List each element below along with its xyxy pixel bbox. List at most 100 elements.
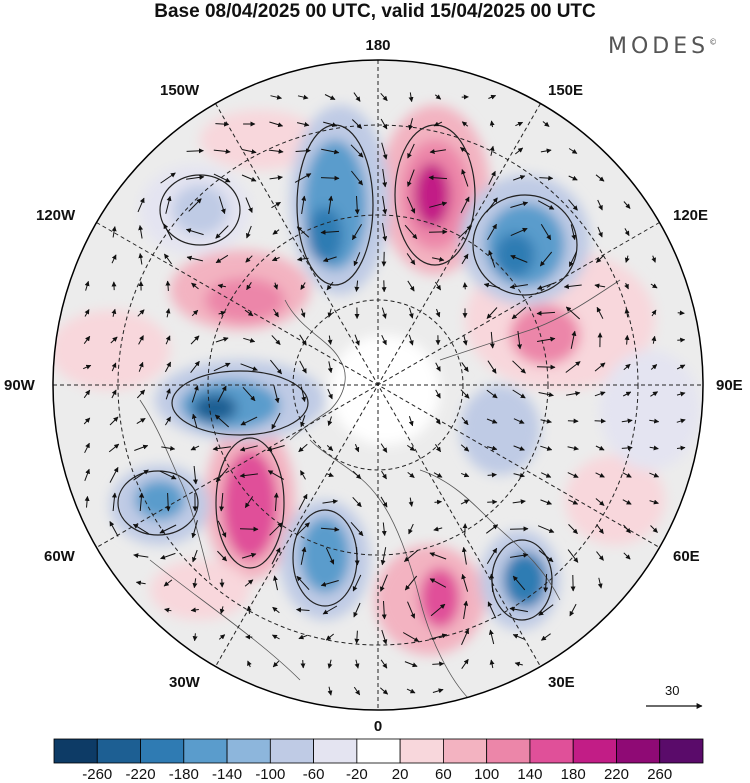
wind-arrow bbox=[489, 331, 495, 349]
wind-arrow bbox=[354, 334, 360, 346]
wind-arrow bbox=[191, 309, 199, 317]
wind-arrow bbox=[461, 121, 469, 127]
wind-arrow bbox=[354, 195, 360, 215]
wind-arrow bbox=[322, 499, 338, 505]
wind-arrow bbox=[536, 364, 556, 370]
wind-arrow bbox=[136, 389, 146, 399]
colorbar-tick-label: -180 bbox=[168, 766, 199, 783]
colorbar-tick-label: -140 bbox=[212, 766, 243, 783]
wind-arrow bbox=[325, 633, 335, 641]
wind-arrow bbox=[192, 633, 198, 642]
wind-arrow bbox=[461, 658, 469, 669]
wind-arrow bbox=[460, 147, 470, 155]
colorbar-swatch bbox=[269, 738, 315, 764]
wind-arrow bbox=[326, 281, 334, 291]
wind-arrow bbox=[300, 415, 306, 428]
wind-arrow bbox=[408, 416, 414, 427]
wind-arrow bbox=[565, 361, 581, 373]
wind-arrow bbox=[270, 359, 282, 375]
lon-label-180: 180 bbox=[365, 37, 391, 54]
wind-arrow bbox=[461, 253, 469, 265]
wind-arrow bbox=[382, 169, 388, 188]
wind-arrow bbox=[514, 147, 524, 155]
wind-arrow bbox=[327, 361, 333, 374]
wind-arrow bbox=[215, 337, 229, 343]
wind-arrow bbox=[380, 92, 388, 102]
wind-arrow bbox=[408, 92, 414, 103]
wind-arrow bbox=[539, 175, 554, 181]
wind-arrow bbox=[321, 148, 340, 155]
map-title: Base 08/04/2025 00 UTC, valid 15/04/2025… bbox=[154, 1, 596, 22]
wind-arrow bbox=[351, 170, 363, 186]
wind-arrow bbox=[458, 225, 472, 239]
wind-arrow bbox=[434, 444, 442, 453]
colorbar-tick-label: -20 bbox=[346, 766, 368, 783]
positive-anomaly bbox=[150, 560, 250, 620]
wind-arrow bbox=[513, 418, 525, 424]
wind-arrow bbox=[192, 549, 198, 563]
wind-arrow bbox=[138, 492, 144, 512]
wind-arrow bbox=[461, 169, 469, 187]
wind-arrow bbox=[595, 174, 605, 182]
wind-arrow bbox=[110, 336, 118, 344]
wind-arrow bbox=[300, 470, 306, 480]
wind-arrow bbox=[213, 362, 231, 372]
wind-arrow bbox=[215, 225, 229, 239]
wind-arrow bbox=[432, 661, 445, 667]
wind-arrow bbox=[213, 173, 231, 183]
wind-arrow bbox=[271, 412, 281, 430]
wind-arrow bbox=[381, 522, 387, 536]
wind-arrow bbox=[537, 525, 555, 533]
positive-anomaly bbox=[205, 278, 285, 322]
wind-arrow bbox=[239, 445, 258, 452]
wind-arrow bbox=[213, 148, 231, 154]
wind-arrow bbox=[327, 416, 333, 426]
wind-arrow bbox=[138, 225, 144, 239]
wind-arrow bbox=[352, 574, 362, 592]
wind-arrow bbox=[486, 418, 498, 424]
colorbar-swatch bbox=[616, 738, 661, 764]
lon-label-120e: 120E bbox=[673, 207, 709, 224]
coastlines bbox=[139, 279, 621, 701]
wind-arrow bbox=[244, 496, 254, 509]
wind-arrow bbox=[537, 282, 555, 290]
coastline bbox=[149, 559, 301, 681]
wind-arrow bbox=[623, 363, 631, 371]
wind-arrow bbox=[272, 606, 280, 614]
wind-arrow bbox=[269, 121, 284, 128]
wind-arrow bbox=[245, 197, 253, 213]
wind-arrow bbox=[596, 255, 604, 263]
wind-arrow bbox=[461, 628, 469, 646]
wind-arrow bbox=[511, 306, 527, 320]
wind-arrow bbox=[513, 445, 525, 451]
wind-arrow bbox=[486, 547, 498, 564]
wind-arrow bbox=[246, 605, 252, 614]
wind-arrow bbox=[429, 633, 448, 640]
wind-arrow bbox=[215, 467, 229, 483]
wind-arrow bbox=[324, 94, 336, 100]
wind-arrow bbox=[190, 335, 200, 345]
wind-arrow bbox=[407, 444, 416, 452]
wind-arrow bbox=[622, 499, 632, 505]
wind-arrow bbox=[540, 418, 552, 424]
negative-anomaly bbox=[172, 185, 228, 235]
wind-arrow bbox=[429, 578, 447, 588]
wind-arrow bbox=[241, 149, 257, 155]
wind-arrow bbox=[164, 361, 172, 373]
wind-arrow bbox=[621, 418, 633, 424]
wind-arrow bbox=[246, 282, 252, 291]
wind-arrow bbox=[428, 175, 448, 181]
wind-arrow bbox=[676, 391, 686, 397]
wind-arrow bbox=[136, 417, 146, 425]
wind-arrow bbox=[596, 524, 604, 535]
negative-anomaly bbox=[135, 480, 185, 520]
colorbar-tick-label: 180 bbox=[560, 766, 586, 783]
wind-arrow bbox=[513, 175, 526, 181]
wind-arrow bbox=[269, 522, 283, 536]
wind-arrow bbox=[487, 360, 497, 374]
wind-arrow bbox=[595, 472, 605, 478]
wind-arrow bbox=[164, 607, 172, 613]
lon-label-150w: 150W bbox=[160, 82, 200, 99]
wind-arrow bbox=[239, 473, 258, 479]
wind-arrow bbox=[300, 386, 307, 402]
